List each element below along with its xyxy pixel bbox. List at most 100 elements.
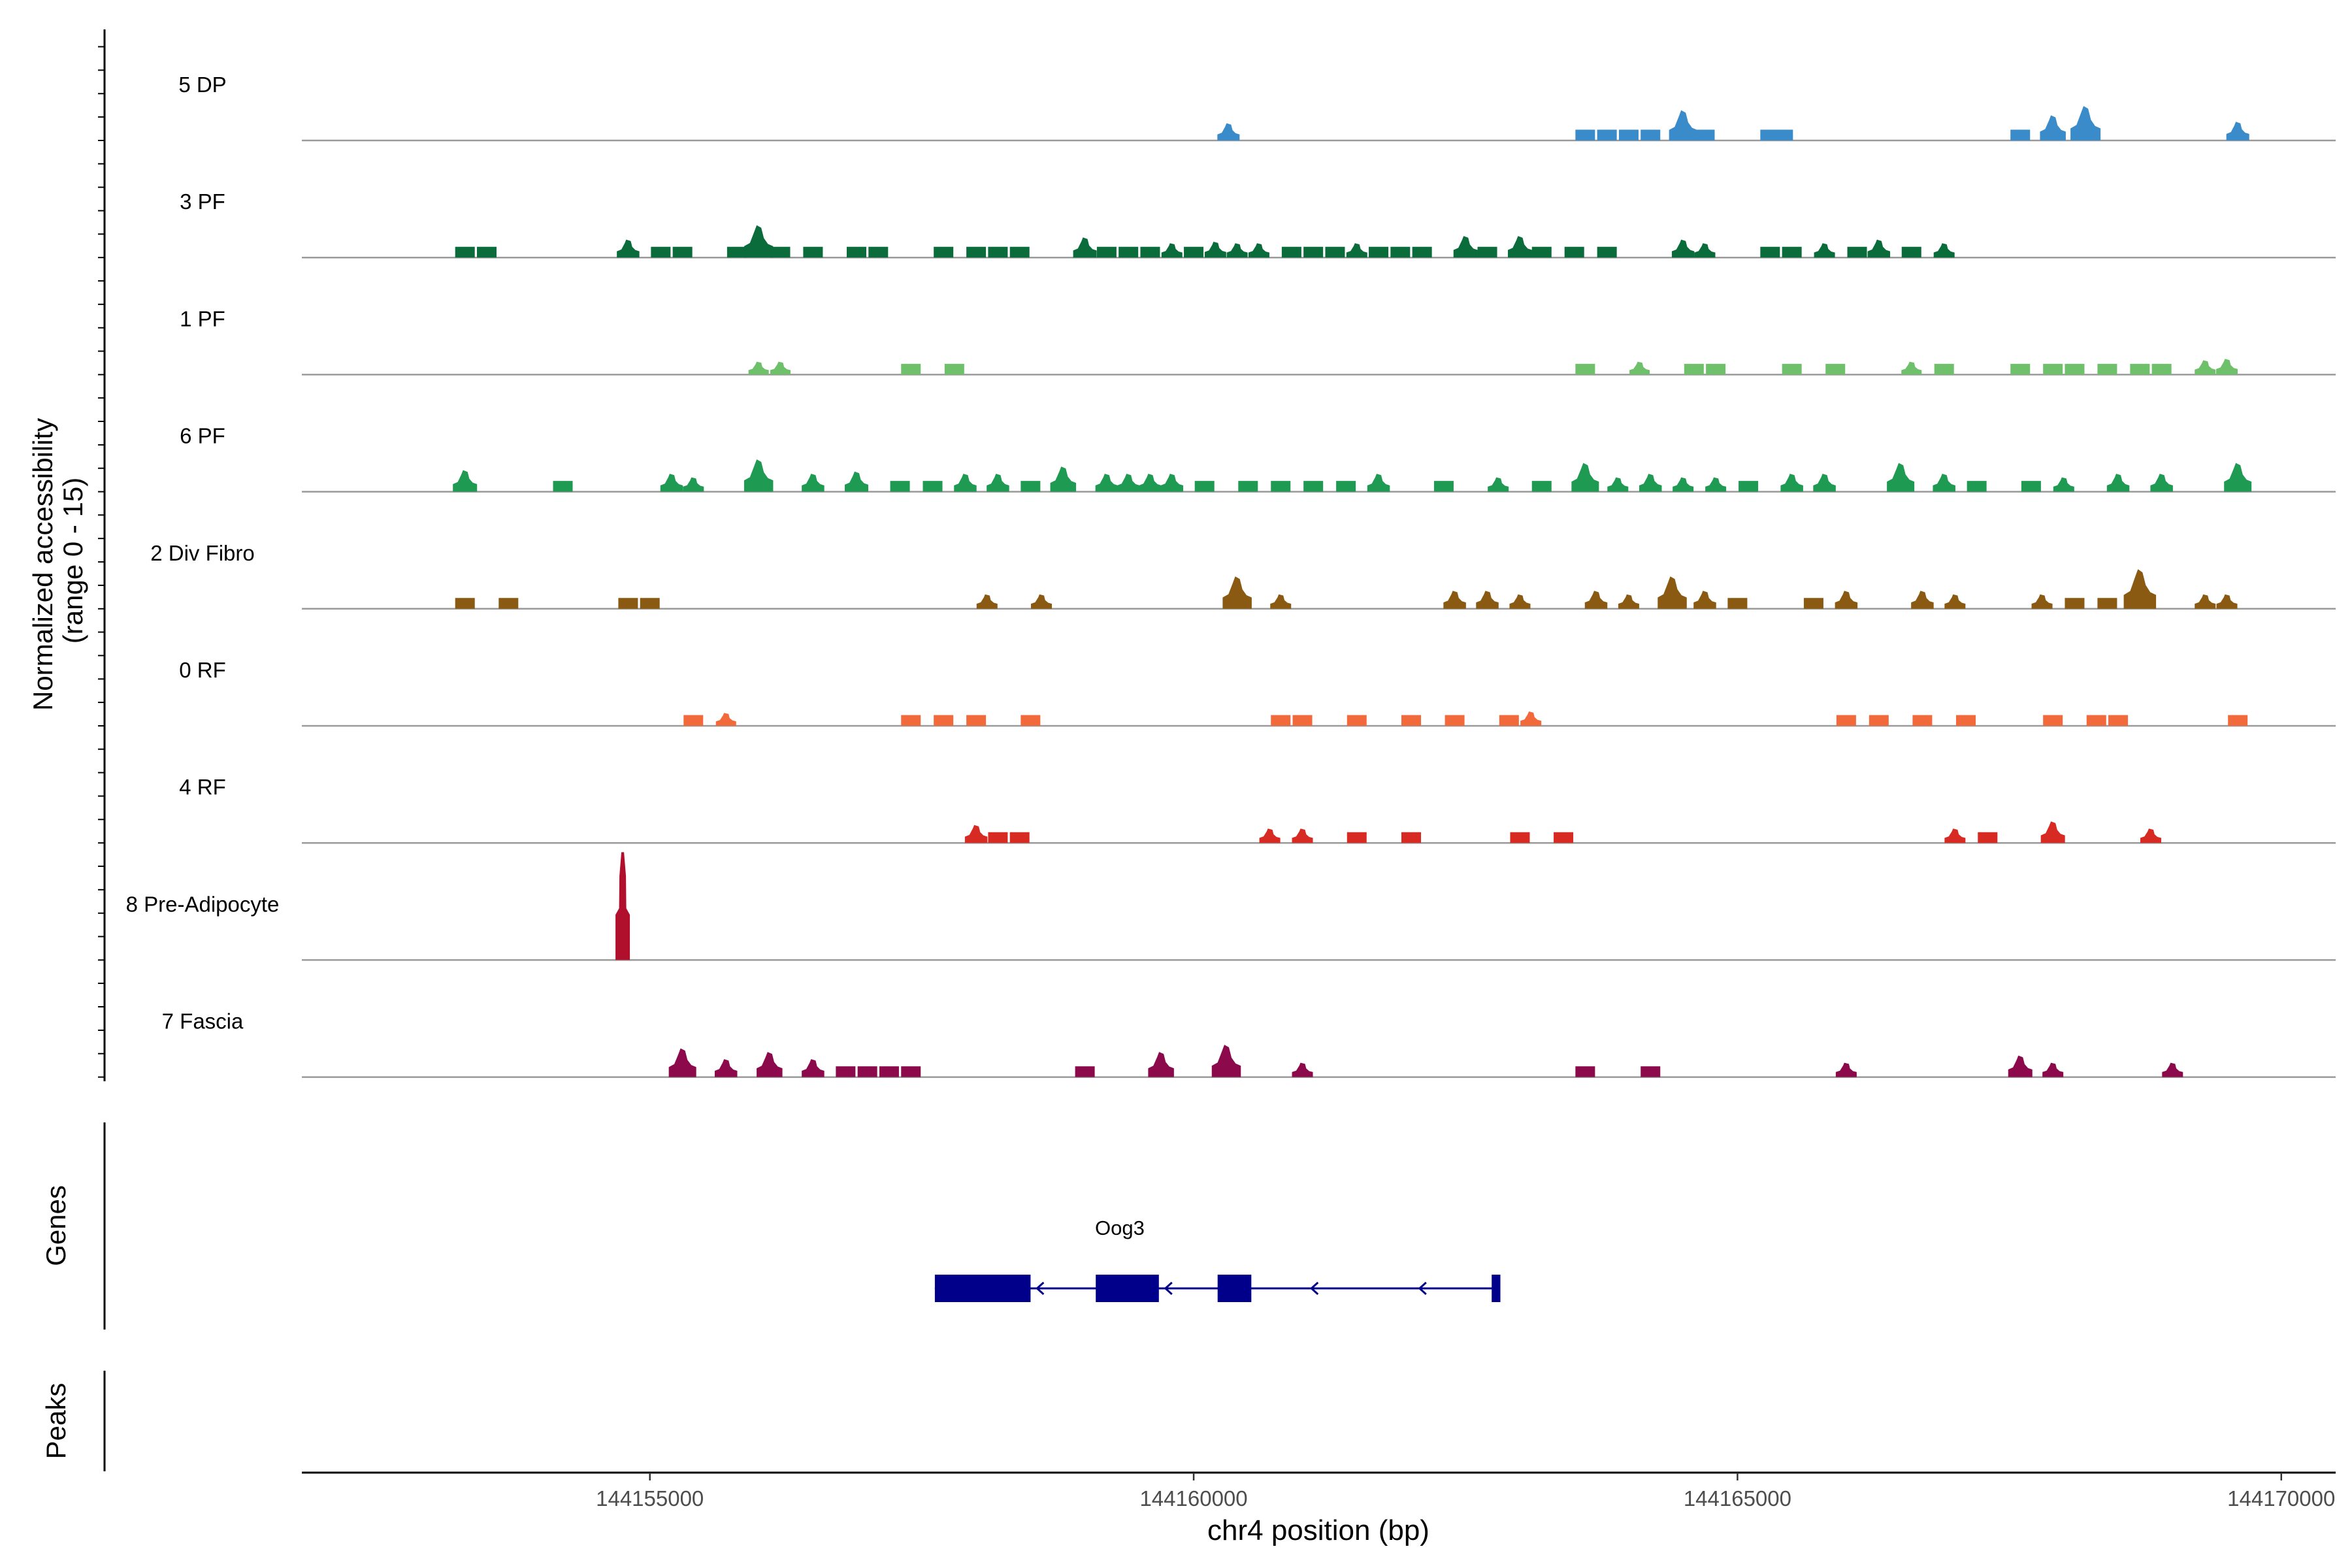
coverage-peak	[748, 361, 769, 375]
track-label: 0 RF	[179, 658, 226, 682]
coverage-peak	[1669, 110, 1697, 140]
coverage-peak	[836, 1066, 856, 1077]
coverage-peak	[1050, 466, 1077, 492]
coverage-peak	[2070, 106, 2101, 140]
coverage-peak	[1835, 1062, 1857, 1077]
coverage-peak	[1934, 363, 1954, 375]
coverage-peak	[1639, 474, 1662, 492]
coverage-peak	[2031, 594, 2053, 609]
coverage-peak	[802, 1059, 825, 1077]
coverage-peak	[1073, 237, 1097, 258]
coverage-peak	[1281, 246, 1301, 258]
coverage-peak	[1869, 715, 1889, 726]
coverage-peak	[1629, 361, 1650, 375]
coverage-peak	[847, 246, 866, 258]
coverage-peak	[455, 246, 475, 258]
coverage-peak	[1390, 246, 1411, 258]
coverage-peak	[964, 825, 988, 843]
coverage-peak	[1270, 594, 1292, 609]
coverage-peak	[1944, 594, 1966, 609]
coverage-peak	[1248, 243, 1269, 258]
coverage-peak	[1292, 715, 1313, 726]
coverage-peak	[1211, 1045, 1241, 1077]
coverage-peak	[2228, 715, 2248, 726]
coverage-peak	[802, 474, 825, 492]
coverage-peak	[1813, 474, 1836, 492]
coverage-peak	[2010, 363, 2031, 375]
coverage-peak	[1401, 832, 1421, 843]
coverage-peak	[1161, 243, 1183, 258]
coverage-peak	[1584, 591, 1608, 609]
coverage-peak	[1347, 715, 1367, 726]
coverage-peak	[2151, 363, 2172, 375]
track-label: 3 PF	[180, 189, 225, 214]
coverage-peak	[1303, 246, 1324, 258]
coverage-peak	[988, 246, 1008, 258]
coverage-peak	[1075, 1066, 1095, 1077]
coverage-peak	[803, 246, 823, 258]
coverage-peak	[1803, 598, 1823, 609]
track-label: 8 Pre-Adipocyte	[126, 892, 280, 916]
coverage-peak	[1780, 474, 1803, 492]
coverage-peak	[455, 598, 475, 609]
coverage-peak	[1641, 1066, 1661, 1077]
coverage-peak	[672, 246, 693, 258]
coverage-peak	[1336, 481, 1356, 492]
coverage-peak	[1956, 715, 1976, 726]
coverage-peak	[1009, 832, 1030, 843]
coverage-peak	[1684, 363, 1704, 375]
coverage-peak	[1658, 576, 1687, 609]
track-5: 0 RF	[179, 658, 2336, 727]
track-label: 6 PF	[180, 424, 225, 448]
track-0: 5 DP	[178, 73, 2336, 142]
track-label: 2 Div Fibro	[150, 541, 255, 565]
coverage-peak	[1531, 246, 1552, 258]
coverage-peak	[1021, 481, 1041, 492]
coverage-peak	[1607, 477, 1629, 492]
coverage-peak	[1369, 246, 1389, 258]
coverage-peak	[1814, 243, 1835, 258]
coverage-peak	[1933, 474, 1955, 492]
coverage-peak	[845, 471, 868, 492]
coverage-peak	[1618, 129, 1639, 140]
coverage-peak	[987, 474, 1009, 492]
coverage-peak	[2108, 715, 2129, 726]
coverage-peak	[2097, 363, 2117, 375]
coverage-peak	[1847, 246, 1867, 258]
coverage-peak	[1901, 246, 1921, 258]
coverage-peak	[2224, 463, 2252, 492]
coverage-peak	[1867, 239, 1891, 258]
track-label: 4 RF	[179, 775, 226, 799]
track-8: 7 Fascia	[162, 1009, 2336, 1078]
coverage-peak	[934, 246, 954, 258]
coverage-peak	[934, 715, 954, 726]
coverage-peak	[2053, 477, 2074, 492]
coverage-peak	[2216, 359, 2238, 375]
track-7: 8 Pre-Adipocyte	[126, 852, 2336, 961]
coverage-peak	[1184, 246, 1204, 258]
coverage-peak	[618, 598, 638, 609]
coverage-peak	[1835, 591, 1858, 609]
genes-panel-label: Genes	[41, 1185, 71, 1266]
coverage-peak	[1671, 239, 1695, 258]
coverage-peak	[2097, 598, 2117, 609]
coverage-peak	[2065, 363, 2085, 375]
coverage-peak	[1911, 591, 1934, 609]
coverage-peak	[770, 361, 791, 375]
coverage-peak	[1575, 363, 1595, 375]
track-4: 2 Div Fibro	[150, 541, 2336, 610]
coverage-peak	[1292, 1062, 1313, 1077]
coverage-peak	[1009, 246, 1030, 258]
x-axis-label: chr4 position (bp)	[1207, 1514, 1429, 1546]
coverage-peak	[1705, 477, 1727, 492]
strand-arrow	[1310, 1281, 1319, 1296]
coverage-peak	[1978, 832, 1998, 843]
coverage-peak	[714, 1059, 738, 1077]
coverage-peak	[2195, 594, 2216, 609]
coverage-peak	[2130, 363, 2150, 375]
coverage-peak	[1443, 591, 1466, 609]
coverage-peak	[1564, 246, 1584, 258]
coverage-peak	[1346, 243, 1367, 258]
coverage-peak	[1140, 246, 1160, 258]
